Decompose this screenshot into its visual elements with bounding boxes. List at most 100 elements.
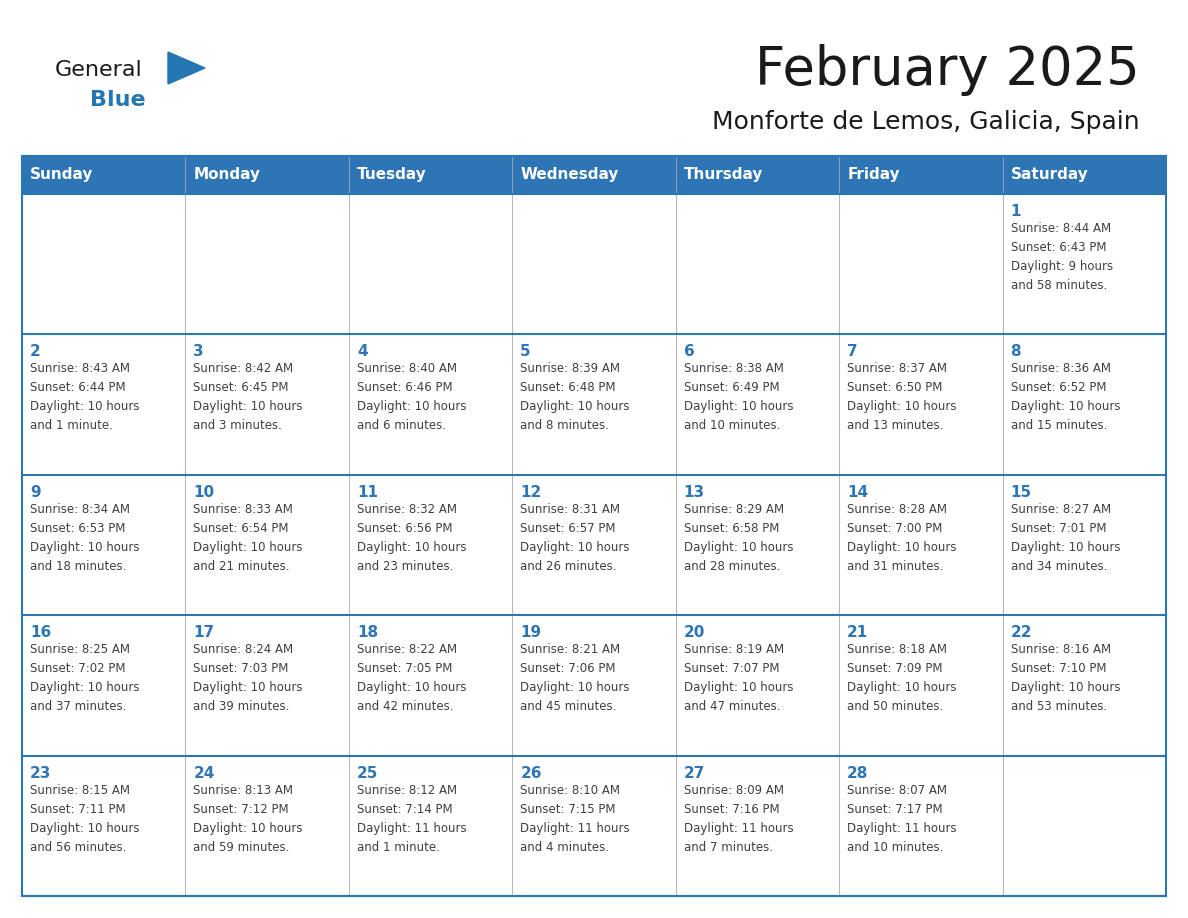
Text: 11: 11 [356, 485, 378, 499]
Text: and 53 minutes.: and 53 minutes. [1011, 700, 1107, 713]
Text: and 37 minutes.: and 37 minutes. [30, 700, 126, 713]
Text: 23: 23 [30, 766, 51, 780]
Text: Monforte de Lemos, Galicia, Spain: Monforte de Lemos, Galicia, Spain [713, 110, 1140, 134]
Text: 28: 28 [847, 766, 868, 780]
Bar [23, 156, 185, 194]
Text: Sunset: 7:09 PM: Sunset: 7:09 PM [847, 662, 942, 676]
Text: Daylight: 10 hours: Daylight: 10 hours [356, 681, 467, 694]
Text: Wednesday: Wednesday [520, 167, 619, 183]
Text: 1: 1 [1011, 204, 1020, 219]
Text: and 39 minutes.: and 39 minutes. [194, 700, 290, 713]
Text: and 21 minutes.: and 21 minutes. [194, 560, 290, 573]
Text: 21: 21 [847, 625, 868, 640]
Text: Daylight: 10 hours: Daylight: 10 hours [194, 400, 303, 413]
Text: Daylight: 10 hours: Daylight: 10 hours [356, 400, 467, 413]
Bar [185, 615, 349, 756]
Bar [676, 615, 839, 756]
Text: 10: 10 [194, 485, 215, 499]
Text: Sunrise: 8:33 AM: Sunrise: 8:33 AM [194, 503, 293, 516]
Bar [23, 756, 185, 896]
Text: Sunrise: 8:34 AM: Sunrise: 8:34 AM [30, 503, 129, 516]
Text: Daylight: 10 hours: Daylight: 10 hours [684, 400, 794, 413]
Text: and 31 minutes.: and 31 minutes. [847, 560, 943, 573]
Text: Tuesday: Tuesday [356, 167, 426, 183]
Text: and 3 minutes.: and 3 minutes. [194, 420, 283, 432]
Text: Sunset: 6:52 PM: Sunset: 6:52 PM [1011, 381, 1106, 395]
Text: and 1 minute.: and 1 minute. [30, 420, 113, 432]
Text: 3: 3 [194, 344, 204, 360]
Text: Sunrise: 8:16 AM: Sunrise: 8:16 AM [1011, 644, 1111, 656]
Text: Daylight: 11 hours: Daylight: 11 hours [520, 822, 630, 834]
Text: Sunset: 7:14 PM: Sunset: 7:14 PM [356, 802, 453, 815]
Text: Daylight: 10 hours: Daylight: 10 hours [684, 541, 794, 554]
Text: and 13 minutes.: and 13 minutes. [847, 420, 943, 432]
Text: and 15 minutes.: and 15 minutes. [1011, 420, 1107, 432]
Text: Sunset: 7:11 PM: Sunset: 7:11 PM [30, 802, 126, 815]
Text: Daylight: 10 hours: Daylight: 10 hours [520, 681, 630, 694]
Text: 24: 24 [194, 766, 215, 780]
Text: Sunset: 6:49 PM: Sunset: 6:49 PM [684, 381, 779, 395]
Text: Daylight: 10 hours: Daylight: 10 hours [356, 541, 467, 554]
Bar [512, 756, 676, 896]
Text: 7: 7 [847, 344, 858, 360]
Text: 16: 16 [30, 625, 51, 640]
Bar [1003, 475, 1165, 615]
Text: 12: 12 [520, 485, 542, 499]
Text: Sunset: 7:01 PM: Sunset: 7:01 PM [1011, 521, 1106, 535]
Text: 17: 17 [194, 625, 215, 640]
Text: Sunrise: 8:18 AM: Sunrise: 8:18 AM [847, 644, 947, 656]
Bar [839, 334, 1003, 475]
Bar [676, 756, 839, 896]
Text: Sunrise: 8:27 AM: Sunrise: 8:27 AM [1011, 503, 1111, 516]
Text: Sunrise: 8:40 AM: Sunrise: 8:40 AM [356, 363, 457, 375]
Text: Sunset: 7:05 PM: Sunset: 7:05 PM [356, 662, 453, 676]
Text: General: General [55, 60, 143, 80]
Text: Sunrise: 8:36 AM: Sunrise: 8:36 AM [1011, 363, 1111, 375]
Text: 14: 14 [847, 485, 868, 499]
Text: Sunset: 7:03 PM: Sunset: 7:03 PM [194, 662, 289, 676]
Text: and 6 minutes.: and 6 minutes. [356, 420, 446, 432]
Text: Sunday: Sunday [30, 167, 94, 183]
Text: Daylight: 10 hours: Daylight: 10 hours [194, 681, 303, 694]
Text: Sunrise: 8:29 AM: Sunrise: 8:29 AM [684, 503, 784, 516]
Bar [349, 194, 512, 334]
Text: 25: 25 [356, 766, 378, 780]
Text: Daylight: 10 hours: Daylight: 10 hours [30, 681, 139, 694]
Text: and 28 minutes.: and 28 minutes. [684, 560, 781, 573]
Text: Sunset: 6:45 PM: Sunset: 6:45 PM [194, 381, 289, 395]
Text: Sunset: 7:16 PM: Sunset: 7:16 PM [684, 802, 779, 815]
Text: Daylight: 11 hours: Daylight: 11 hours [847, 822, 956, 834]
Bar [1003, 156, 1165, 194]
Text: Sunrise: 8:28 AM: Sunrise: 8:28 AM [847, 503, 947, 516]
Text: Sunset: 7:15 PM: Sunset: 7:15 PM [520, 802, 615, 815]
Text: Thursday: Thursday [684, 167, 763, 183]
Text: Monday: Monday [194, 167, 260, 183]
Text: Daylight: 10 hours: Daylight: 10 hours [194, 822, 303, 834]
Text: Daylight: 10 hours: Daylight: 10 hours [520, 400, 630, 413]
Text: and 42 minutes.: and 42 minutes. [356, 700, 454, 713]
Text: Sunrise: 8:38 AM: Sunrise: 8:38 AM [684, 363, 784, 375]
Text: Sunrise: 8:25 AM: Sunrise: 8:25 AM [30, 644, 129, 656]
Bar [1003, 615, 1165, 756]
Text: Sunset: 6:44 PM: Sunset: 6:44 PM [30, 381, 126, 395]
Bar [839, 475, 1003, 615]
Text: Sunset: 7:07 PM: Sunset: 7:07 PM [684, 662, 779, 676]
Text: Sunset: 6:46 PM: Sunset: 6:46 PM [356, 381, 453, 395]
Bar [512, 156, 676, 194]
Bar [349, 756, 512, 896]
Text: Sunrise: 8:24 AM: Sunrise: 8:24 AM [194, 644, 293, 656]
Text: Sunrise: 8:37 AM: Sunrise: 8:37 AM [847, 363, 947, 375]
Polygon shape [168, 52, 206, 84]
Bar [23, 194, 185, 334]
Text: 18: 18 [356, 625, 378, 640]
Text: and 58 minutes.: and 58 minutes. [1011, 279, 1107, 292]
Bar [185, 756, 349, 896]
Text: and 45 minutes.: and 45 minutes. [520, 700, 617, 713]
Bar [839, 756, 1003, 896]
Text: and 47 minutes.: and 47 minutes. [684, 700, 781, 713]
Text: Sunrise: 8:09 AM: Sunrise: 8:09 AM [684, 784, 784, 797]
Text: Sunset: 7:10 PM: Sunset: 7:10 PM [1011, 662, 1106, 676]
Text: 4: 4 [356, 344, 367, 360]
Bar [839, 194, 1003, 334]
Text: and 10 minutes.: and 10 minutes. [847, 841, 943, 854]
